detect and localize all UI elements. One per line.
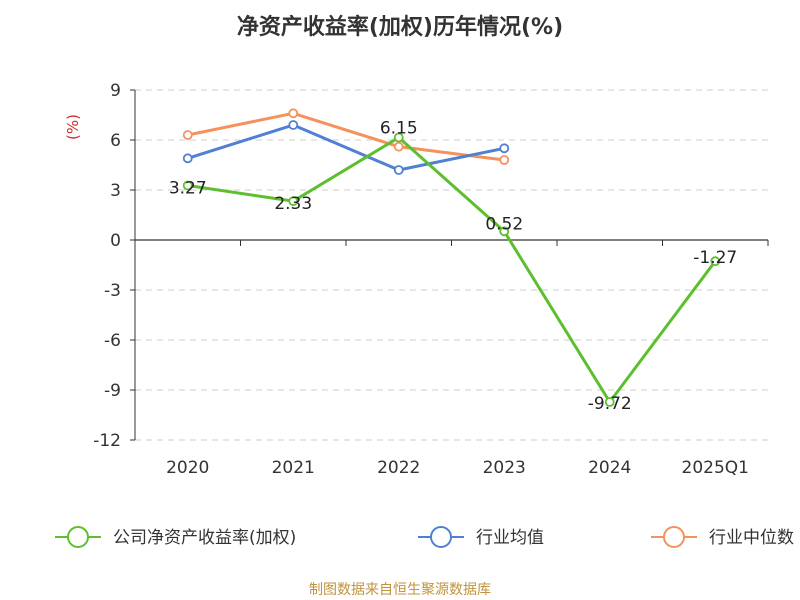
data-point: [393, 132, 404, 143]
x-tick-label: 2025Q1: [682, 458, 749, 478]
legend-item[interactable]: 行业中位数: [651, 526, 794, 548]
data-point: [604, 397, 615, 407]
legend-item[interactable]: 行业均值: [418, 526, 544, 548]
data-label: 3.27: [169, 179, 207, 199]
data-labels: 3.27 2.33 6.15 0.52 -9.72 -1.27: [169, 119, 737, 415]
y-axis-label: (%): [64, 114, 82, 140]
x-tick-label: 2021: [272, 458, 315, 478]
data-point: [288, 120, 299, 130]
x-tick-label: 2020: [166, 458, 209, 478]
data-point: [393, 141, 404, 152]
legend-label: 行业均值: [476, 528, 544, 548]
series-lines: [182, 108, 721, 407]
legend-swatch-icon: [67, 526, 89, 548]
x-tick-label: 2024: [588, 458, 631, 478]
legend-swatch-icon: [663, 526, 685, 548]
legend: 公司净资产收益率(加权) 行业均值 行业中位数: [55, 526, 794, 548]
grid-lines: [135, 89, 768, 441]
series-line: [187, 123, 505, 172]
y-tick-label: -6: [104, 331, 121, 351]
legend-swatch-icon: [430, 526, 452, 548]
x-tick-label: 2022: [377, 458, 420, 478]
series-line: [187, 136, 717, 404]
data-point: [499, 143, 510, 154]
data-label: -1.27: [693, 248, 737, 268]
y-tick-label: -12: [93, 431, 121, 451]
data-point: [182, 180, 193, 191]
source-note: 制图数据来自恒生聚源数据库: [309, 582, 491, 598]
y-tick-label: -9: [104, 381, 121, 401]
data-label: 2.33: [274, 194, 312, 214]
data-label: 0.52: [485, 214, 523, 234]
data-point: [182, 130, 193, 140]
y-tick-label: 9: [110, 81, 121, 101]
axes: [130, 89, 769, 441]
y-tick-label: 0: [110, 231, 121, 251]
y-tick-label: 3: [110, 181, 121, 201]
data-point: [499, 226, 510, 237]
data-point: [288, 108, 299, 119]
y-tick-labels: 9 6 3 0 -3 -6 -9 -12: [93, 81, 121, 451]
series-line: [187, 111, 505, 162]
data-label: -9.72: [588, 394, 632, 414]
legend-label: 行业中位数: [709, 528, 794, 548]
y-tick-label: 6: [110, 131, 121, 151]
data-point: [288, 196, 299, 207]
data-label: 6.15: [380, 119, 418, 139]
data-point: [393, 165, 404, 175]
legend-label: 公司净资产收益率(加权): [113, 528, 296, 548]
legend-item[interactable]: 公司净资产收益率(加权): [55, 526, 296, 548]
y-tick-label: -3: [104, 281, 121, 301]
x-tick-labels: 2020 2021 2022 2023 2024 2025Q1: [166, 458, 749, 478]
chart-title: 净资产收益率(加权)历年情况(%): [237, 14, 563, 40]
data-point: [499, 155, 510, 165]
data-point: [182, 153, 193, 164]
data-point: [710, 256, 721, 267]
x-tick-label: 2023: [483, 458, 526, 478]
